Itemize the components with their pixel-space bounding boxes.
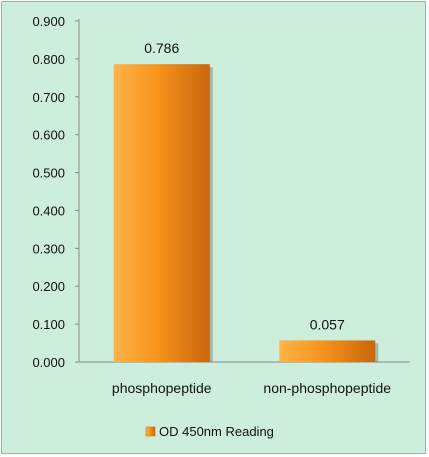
data-label: 0.057: [310, 316, 345, 332]
category-label: phosphopeptide: [112, 380, 212, 396]
y-tick-label: 0.100: [32, 317, 65, 332]
y-tick-label: 0.400: [32, 203, 65, 218]
axes: 0.000 0.100 0.200 0.300 0.400 0.500 0.600 0.700…: [32, 14, 410, 370]
category-label: non-phosphopeptide: [263, 380, 391, 396]
y-tick-label: 0.200: [32, 279, 65, 294]
legend-swatch: [145, 426, 156, 437]
data-label: 0.786: [144, 40, 179, 56]
bar: [279, 340, 376, 362]
legend: OD 450nm Reading: [145, 424, 274, 439]
y-tick-label: 0.800: [32, 52, 65, 67]
bars: [113, 64, 379, 363]
y-tick-label: 0.300: [32, 241, 65, 256]
y-tick-label: 0.600: [32, 128, 65, 143]
y-tick-label: 0.000: [32, 355, 65, 370]
y-tick-label: 0.700: [32, 90, 65, 105]
y-tick-label: 0.900: [32, 14, 65, 29]
labels: 0.786 phosphopeptide 0.057 non-phosphopepti…: [112, 40, 391, 396]
y-tick-label: 0.500: [32, 166, 65, 181]
legend-label: OD 450nm Reading: [159, 424, 274, 439]
bar: [113, 64, 210, 362]
